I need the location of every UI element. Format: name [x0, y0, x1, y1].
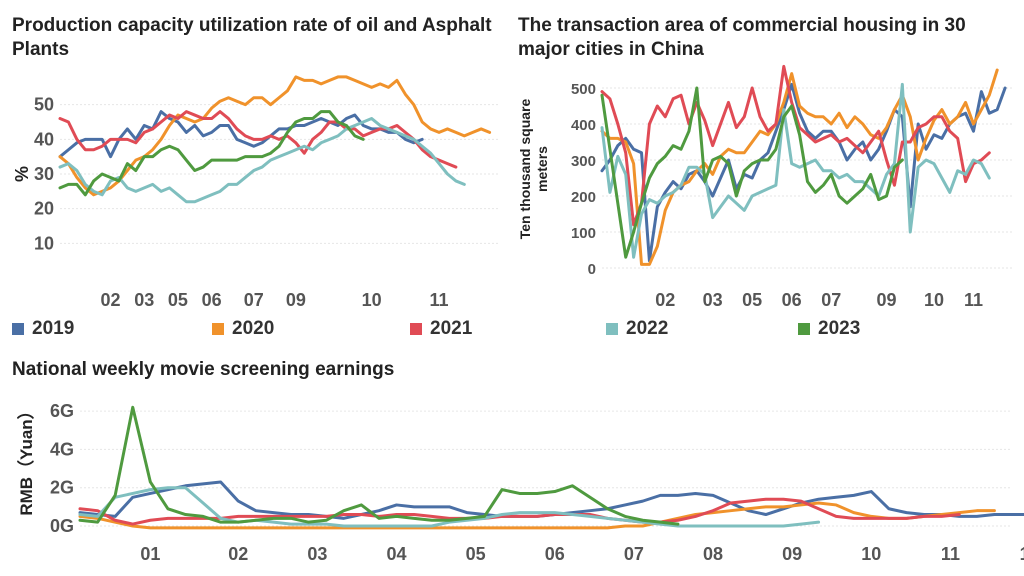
- legend-item-2023: 2023: [798, 318, 860, 340]
- chart3-series-2021: [78, 497, 961, 526]
- chart1-ytick-label: 30: [34, 164, 54, 184]
- chart3-xtick-label: 02: [228, 544, 248, 564]
- chart1-xtick-label: 11: [430, 290, 449, 310]
- chart2-xtick-label: 06: [782, 290, 802, 310]
- legend-item-2021: 2021: [410, 318, 472, 340]
- chart3-ytick-label: 2G: [50, 478, 74, 498]
- chart3-xtick-label: 07: [624, 544, 644, 564]
- chart3-xtick-label: 10: [861, 544, 881, 564]
- legend-swatch-2022: [606, 323, 618, 335]
- chart3-xtick-label: 01: [140, 544, 160, 564]
- chart3-plot: 0G 2G 4G 6G RMB（Yuan） 01 02 03 04 05 06 07 08 09 10 11 1…: [16, 401, 1024, 564]
- chart2-series-2022: [600, 82, 991, 259]
- chart2-xtick-label: 07: [821, 290, 841, 310]
- chart1-xtick-label: 05: [168, 290, 188, 310]
- chart3-title: National weekly movie screening earnings: [12, 359, 395, 380]
- chart1-xtick-label: 07: [244, 290, 264, 310]
- chart2-xtick-label: 05: [742, 290, 762, 310]
- chart1-xtick-label: 03: [134, 290, 154, 310]
- chart3-xtick-label: 06: [545, 544, 565, 564]
- chart3-ytick-label: 6G: [50, 401, 74, 421]
- chart3-xtick-label: 08: [703, 544, 723, 564]
- chart2-series-2020: [600, 68, 999, 266]
- chart2-ytick-label: 400: [571, 117, 596, 134]
- legend-label-2023: 2023: [818, 318, 861, 339]
- chart2-plot: 0 100 200 300 400 500 Ten thousand squaremeter…: [517, 64, 1013, 310]
- chart1-xtick-label: 06: [202, 290, 222, 310]
- chart3-xtick-label: 05: [466, 544, 486, 564]
- chart2-series-2023: [600, 86, 904, 259]
- chart1-xtick-label: 10: [362, 290, 382, 310]
- chart1-ytick-label: 40: [34, 129, 54, 149]
- chart1-xtick-label: 02: [101, 290, 121, 310]
- chart2-series-2019: [600, 82, 1007, 263]
- chart2-title: The transaction area of commercial housi…: [518, 15, 966, 60]
- chart3-series-2022: [78, 486, 821, 528]
- legend-label-2019: 2019: [32, 318, 75, 339]
- chart2-xtick-label: 10: [924, 290, 944, 310]
- chart2-xtick-label: 11: [964, 290, 983, 310]
- legend-label-2022: 2022: [626, 318, 669, 339]
- chart2-xtick-label: 09: [877, 290, 897, 310]
- chart1-ytick-label: 50: [34, 95, 54, 115]
- chart2-ylabel: Ten thousand squaremeters: [517, 99, 550, 240]
- chart1-ylabel: %: [12, 166, 32, 182]
- chart1-xtick-label: 09: [286, 290, 306, 310]
- legend-label-2021: 2021: [430, 318, 473, 339]
- legend-item-2020: 2020: [212, 318, 274, 340]
- chart1-title: Production capacity utilization rate of …: [12, 15, 492, 60]
- chart2-ytick-label: 300: [571, 153, 596, 170]
- chart2-ytick-label: 100: [571, 225, 596, 242]
- chart2-xtick-label: 03: [703, 290, 723, 310]
- legend-swatch-2021: [410, 323, 422, 335]
- legend-swatch-2023: [798, 323, 810, 335]
- chart1-series-2023: [58, 110, 365, 197]
- chart1-plot: 10 20 30 40 50% 02 03 05 06 07 09 10 11: [12, 75, 498, 310]
- chart3-ytick-label: 0G: [50, 516, 74, 536]
- chart1-series-2022: [58, 117, 466, 204]
- chart1-ytick-label: 20: [34, 199, 54, 219]
- legend: 2019 2020 2021 2022 2023: [12, 318, 1012, 344]
- chart1-ytick-label: 10: [34, 233, 54, 253]
- legend-item-2022: 2022: [606, 318, 668, 340]
- legend-item-2019: 2019: [12, 318, 74, 340]
- legend-swatch-2019: [12, 323, 24, 335]
- chart2-ytick-label: 0: [588, 261, 596, 278]
- chart3-series-2020: [78, 501, 996, 530]
- legend-label-2020: 2020: [232, 318, 275, 339]
- chart3-xtick-label: 03: [307, 544, 327, 564]
- chart3-xtick-label: 04: [387, 544, 407, 564]
- legend-swatch-2020: [212, 323, 224, 335]
- chart3-xtick-label: 11: [941, 544, 960, 564]
- chart3-xtick-label: 12: [1020, 544, 1024, 564]
- chart3-xtick-label: 09: [782, 544, 802, 564]
- chart2-ytick-label: 200: [571, 189, 596, 206]
- chart2-ytick-label: 500: [571, 81, 596, 98]
- chart3-ytick-label: 4G: [50, 439, 74, 459]
- chart1-series-2020: [58, 75, 492, 197]
- chart3-series-2023: [78, 405, 680, 526]
- chart3-ylabel: RMB（Yuan）: [16, 402, 36, 515]
- chart2-xtick-label: 02: [655, 290, 675, 310]
